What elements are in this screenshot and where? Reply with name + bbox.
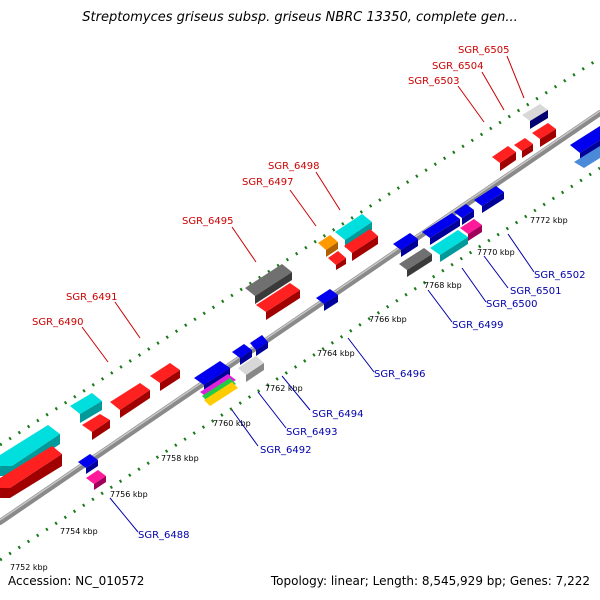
genome-summary-text: Topology: linear; Length: 8,545,929 bp; … — [270, 574, 590, 588]
gene-block[interactable] — [460, 219, 482, 241]
gene-block[interactable] — [514, 138, 533, 158]
gene-block[interactable] — [150, 363, 180, 391]
forward-leaders — [81, 55, 525, 363]
kbp-label: 7768 kbp — [424, 281, 462, 290]
gene-block[interactable] — [200, 374, 238, 406]
gene-block[interactable] — [492, 146, 516, 171]
gene-label[interactable]: SGR_6497 — [242, 177, 294, 188]
gene-block[interactable] — [318, 235, 338, 257]
gene-block[interactable] — [430, 230, 468, 262]
gene-block[interactable] — [245, 264, 292, 304]
gene-block[interactable] — [232, 344, 252, 365]
kbp-label: 7756 kbp — [110, 490, 148, 499]
gene-block[interactable] — [393, 233, 418, 257]
lower-tick-line — [0, 166, 600, 562]
gene-block[interactable] — [474, 186, 504, 213]
kbp-label: 7766 kbp — [369, 315, 407, 324]
kbp-label: 7762 kbp — [265, 384, 303, 393]
gene-label[interactable]: SGR_6505 — [458, 45, 510, 56]
gene-block[interactable] — [454, 204, 474, 225]
gene-label[interactable]: SGR_6501 — [510, 286, 562, 297]
kbp-label: 7754 kbp — [60, 527, 98, 536]
genome-title: Streptomyces griseus subsp. griseus NBRC… — [82, 10, 518, 25]
gene-block[interactable] — [328, 251, 346, 270]
gene-label[interactable]: SGR_6492 — [260, 445, 312, 456]
gene-block[interactable] — [250, 335, 268, 356]
upper-tick-line — [0, 56, 600, 447]
kbp-labels: 7752 kbp 7754 kbp 7756 kbp 7758 kbp 7760… — [10, 216, 568, 572]
gene-block[interactable] — [0, 425, 60, 476]
gene-label[interactable]: SGR_6494 — [312, 409, 364, 420]
forward-gene-labels: SGR_6490 SGR_6491 SGR_6495 SGR_6497 SGR_… — [32, 45, 510, 328]
gene-block[interactable] — [522, 104, 548, 129]
gene-label[interactable]: SGR_6499 — [452, 320, 504, 331]
kbp-label: 7770 kbp — [477, 248, 515, 257]
gene-block[interactable] — [256, 283, 300, 320]
gene-block[interactable] — [0, 446, 62, 498]
gene-block[interactable] — [82, 414, 110, 440]
gene-label[interactable]: SGR_6503 — [408, 76, 460, 87]
reverse-genes[interactable] — [78, 126, 600, 490]
gene-label[interactable]: SGR_6498 — [268, 161, 320, 172]
gene-block[interactable] — [344, 229, 378, 261]
gene-block[interactable] — [316, 289, 338, 311]
gene-label[interactable]: SGR_6496 — [374, 369, 426, 380]
gene-block[interactable] — [86, 470, 106, 490]
kbp-label: 7758 kbp — [161, 454, 199, 463]
reverse-gene-labels: SGR_6488 SGR_6492 SGR_6493 SGR_6494 SGR_… — [138, 270, 586, 541]
gene-block[interactable] — [78, 454, 98, 474]
gene-block[interactable] — [532, 123, 556, 147]
kbp-label: 7764 kbp — [317, 349, 355, 358]
accession-text: Accession: NC_010572 — [8, 574, 145, 588]
gene-label[interactable]: SGR_6493 — [286, 427, 338, 438]
gene-label[interactable]: SGR_6500 — [486, 299, 538, 310]
forward-genes[interactable] — [0, 104, 556, 498]
gene-label[interactable]: SGR_6491 — [66, 292, 118, 303]
kbp-label: 7752 kbp — [10, 563, 48, 572]
gene-label[interactable]: SGR_6488 — [138, 530, 190, 541]
gene-block[interactable] — [422, 213, 460, 245]
gene-block[interactable] — [570, 126, 600, 168]
gene-block[interactable] — [238, 356, 264, 382]
reverse-leaders — [109, 233, 535, 533]
gene-label[interactable]: SGR_6504 — [432, 61, 484, 72]
gene-block[interactable] — [70, 393, 102, 423]
gene-block[interactable] — [110, 383, 150, 418]
genome-backbone — [0, 110, 600, 525]
gene-label[interactable]: SGR_6495 — [182, 216, 234, 227]
gene-label[interactable]: SGR_6490 — [32, 317, 84, 328]
gene-label[interactable]: SGR_6502 — [534, 270, 586, 281]
gene-block[interactable] — [399, 248, 432, 277]
kbp-label: 7760 kbp — [213, 419, 251, 428]
kbp-label: 7772 kbp — [530, 216, 568, 225]
